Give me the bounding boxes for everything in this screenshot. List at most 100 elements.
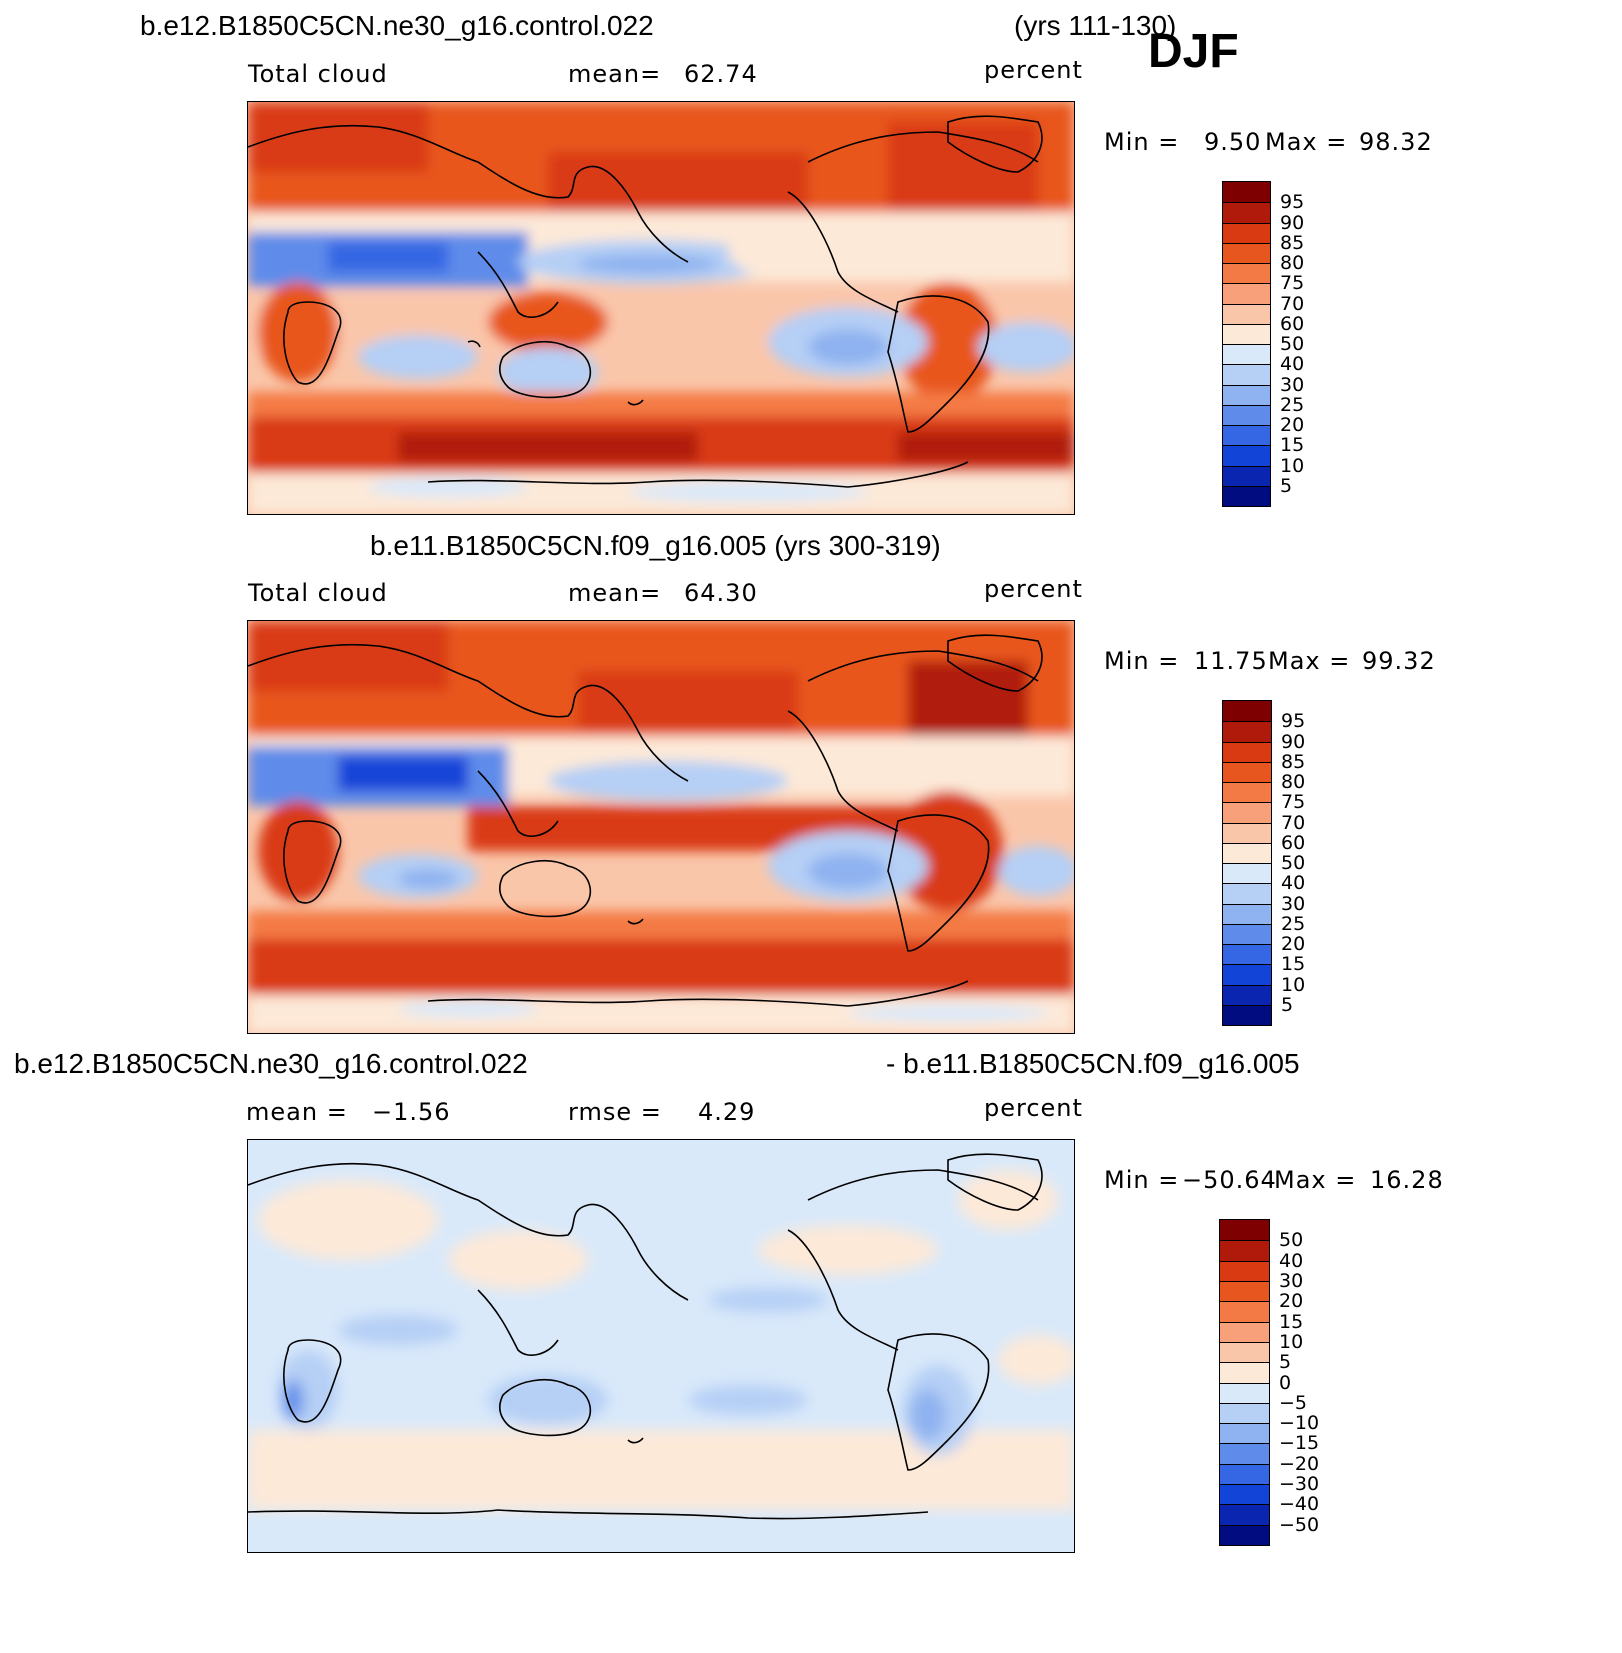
colorbar-label: −50 — [1279, 1513, 1320, 1536]
colorbar-label: 5 — [1279, 1351, 1292, 1374]
panel2-mean-label: mean= — [568, 579, 662, 607]
colorbar-label: 90 — [1280, 211, 1305, 234]
panel2-map — [247, 620, 1075, 1034]
colorbar-box — [1220, 1220, 1269, 1241]
panel2-mean-value: 64.30 — [684, 579, 758, 607]
panel3-min-label: Min = — [1104, 1166, 1180, 1194]
colorbar-label: 0 — [1279, 1371, 1292, 1394]
panel1-map-svg — [248, 102, 1074, 514]
panel1-min-value: 9.50 — [1204, 128, 1262, 156]
panel3-case-title-left: b.e12.B1850C5CN.ne30_g16.control.022 — [14, 1048, 528, 1079]
colorbar-label: 70 — [1281, 811, 1306, 834]
colorbar-label: 85 — [1280, 231, 1305, 254]
panel2-field — [248, 621, 1074, 1033]
colorbar-label: 20 — [1281, 933, 1306, 955]
panel2-min-value: 11.75 — [1194, 647, 1268, 675]
colorbar-label: 95 — [1281, 710, 1306, 733]
colorbar-label: 20 — [1279, 1290, 1304, 1313]
panel3-rmse-value: 4.29 — [698, 1098, 756, 1126]
panel1-min-label: Min = — [1104, 128, 1180, 156]
colorbar-box — [1220, 1382, 1269, 1403]
colorbar-label: 80 — [1281, 771, 1306, 793]
colorbar-box — [1223, 202, 1270, 223]
panel1-field — [248, 102, 1074, 514]
colorbar-box — [1223, 721, 1271, 742]
colorbar-box — [1223, 384, 1270, 405]
colorbar-box — [1220, 1443, 1269, 1464]
colorbar-label: 50 — [1279, 1229, 1304, 1252]
colorbar-box — [1223, 465, 1270, 486]
colorbar-box — [1220, 1524, 1269, 1545]
colorbar-box — [1223, 283, 1270, 304]
panel2-case-title: b.e11.B1850C5CN.f09_g16.005 (yrs 300-319… — [370, 530, 941, 561]
colorbar-label: −10 — [1279, 1412, 1320, 1435]
colorbar-box — [1223, 923, 1271, 944]
colorbar-box — [1223, 984, 1271, 1005]
colorbar-box — [1223, 863, 1271, 884]
colorbar-box — [1220, 1341, 1269, 1363]
colorbar-box — [1220, 1260, 1269, 1281]
colorbar-box — [1223, 242, 1270, 263]
colorbar-box — [1223, 842, 1271, 863]
panel2-colorbar: 95 90 85 80 75 70 60 50 40 30 25 20 15 10 5 — [1222, 700, 1305, 1026]
colorbar-label: 60 — [1280, 312, 1305, 335]
panel3-max-label: Max = — [1274, 1166, 1357, 1194]
colorbar-label: 15 — [1279, 1310, 1304, 1333]
colorbar-box — [1223, 485, 1270, 506]
panel3-units: percent — [984, 1094, 1083, 1122]
colorbar-label: 10 — [1280, 454, 1305, 477]
panel1-years: (yrs 111-130) — [1014, 10, 1177, 41]
colorbar-box — [1223, 425, 1270, 446]
panel1-case-title: b.e12.B1850C5CN.ne30_g16.control.022 — [140, 10, 654, 41]
panel2-max-value: 99.32 — [1362, 647, 1436, 675]
colorbar-box — [1223, 802, 1271, 823]
colorbar-box — [1223, 344, 1270, 365]
colorbar-box — [1220, 1402, 1269, 1424]
colorbar-box — [1223, 701, 1271, 722]
colorbar-box — [1223, 822, 1271, 843]
colorbar-box — [1223, 741, 1271, 762]
colorbar-label: 30 — [1280, 373, 1305, 396]
colorbar-label: 75 — [1280, 272, 1305, 295]
colorbar-label: 20 — [1280, 414, 1305, 436]
colorbar-box — [1223, 182, 1270, 203]
panel2-units: percent — [984, 575, 1083, 603]
colorbar-label: 25 — [1280, 393, 1305, 416]
panel3-coastlines — [248, 1153, 1043, 1520]
panel3-field — [248, 1170, 1074, 1510]
panel3-mean-value: −1.56 — [372, 1098, 451, 1126]
colorbar-label: 30 — [1281, 892, 1306, 915]
panel1-max-value: 98.32 — [1359, 128, 1433, 156]
colorbar-label: 50 — [1281, 852, 1306, 874]
panel1-mean-value: 62.74 — [684, 60, 758, 88]
colorbar-box — [1223, 1004, 1271, 1025]
colorbar-box — [1220, 1484, 1269, 1505]
colorbar-label: 25 — [1281, 912, 1306, 935]
colorbar-label: 95 — [1280, 191, 1305, 214]
colorbar-box — [1223, 323, 1270, 344]
colorbar-label: 30 — [1279, 1269, 1304, 1292]
panel3-min-value: −50.64 — [1182, 1166, 1277, 1194]
panel1-variable: Total cloud — [248, 60, 388, 88]
panel3-map — [247, 1139, 1075, 1553]
panel2-coastlines — [248, 634, 1043, 1007]
colorbar-box — [1223, 782, 1271, 803]
panel3-max-value: 16.28 — [1370, 1166, 1444, 1194]
colorbar-label: −5 — [1279, 1391, 1308, 1414]
panel3-colorbar: 50 40 30 20 15 10 5 0 −5 −10 −15 −20 −30 −40 −50 — [1219, 1219, 1319, 1546]
colorbar-label: 90 — [1281, 730, 1306, 753]
colorbar-label: 40 — [1279, 1249, 1304, 1272]
colorbar-box — [1223, 761, 1271, 782]
colorbar-label: 50 — [1280, 333, 1305, 355]
colorbar-box — [1220, 1504, 1269, 1525]
colorbar-box — [1223, 364, 1270, 385]
colorbar-box — [1220, 1321, 1269, 1342]
colorbar-box — [1223, 964, 1271, 985]
colorbar-box — [1223, 263, 1270, 284]
colorbar-label: 40 — [1281, 872, 1306, 895]
colorbar-label: 85 — [1281, 750, 1306, 773]
panel3-rmse-label: rmse = — [568, 1098, 662, 1126]
colorbar-box — [1223, 222, 1270, 243]
colorbar-label: −40 — [1279, 1493, 1320, 1516]
colorbar-label: 60 — [1281, 831, 1306, 854]
